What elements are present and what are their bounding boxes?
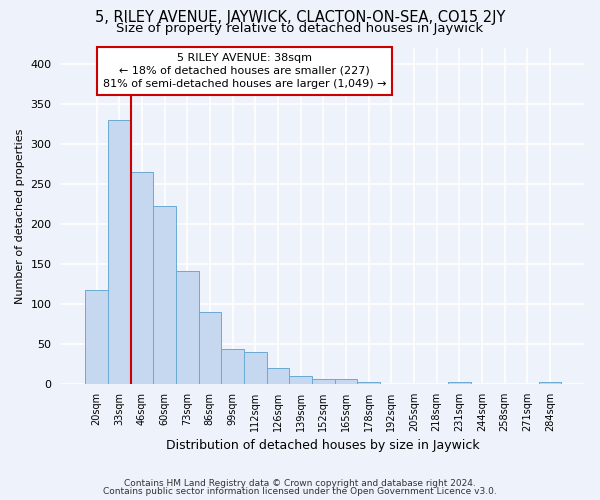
Bar xyxy=(176,271,199,384)
Bar xyxy=(244,352,266,384)
Bar xyxy=(221,349,244,384)
Bar xyxy=(312,378,335,384)
Text: Contains public sector information licensed under the Open Government Licence v3: Contains public sector information licen… xyxy=(103,488,497,496)
Y-axis label: Number of detached properties: Number of detached properties xyxy=(15,128,25,304)
Bar xyxy=(357,382,380,384)
Bar xyxy=(266,368,289,384)
Text: Size of property relative to detached houses in Jaywick: Size of property relative to detached ho… xyxy=(116,22,484,35)
Text: Contains HM Land Registry data © Crown copyright and database right 2024.: Contains HM Land Registry data © Crown c… xyxy=(124,479,476,488)
Bar xyxy=(335,378,357,384)
X-axis label: Distribution of detached houses by size in Jaywick: Distribution of detached houses by size … xyxy=(166,440,480,452)
Text: 5 RILEY AVENUE: 38sqm
← 18% of detached houses are smaller (227)
81% of semi-det: 5 RILEY AVENUE: 38sqm ← 18% of detached … xyxy=(103,52,386,89)
Bar xyxy=(539,382,561,384)
Bar xyxy=(108,120,131,384)
Bar xyxy=(153,206,176,384)
Bar xyxy=(448,382,470,384)
Bar xyxy=(85,290,108,384)
Bar xyxy=(199,312,221,384)
Bar xyxy=(131,172,153,384)
Bar xyxy=(289,376,312,384)
Text: 5, RILEY AVENUE, JAYWICK, CLACTON-ON-SEA, CO15 2JY: 5, RILEY AVENUE, JAYWICK, CLACTON-ON-SEA… xyxy=(95,10,505,25)
